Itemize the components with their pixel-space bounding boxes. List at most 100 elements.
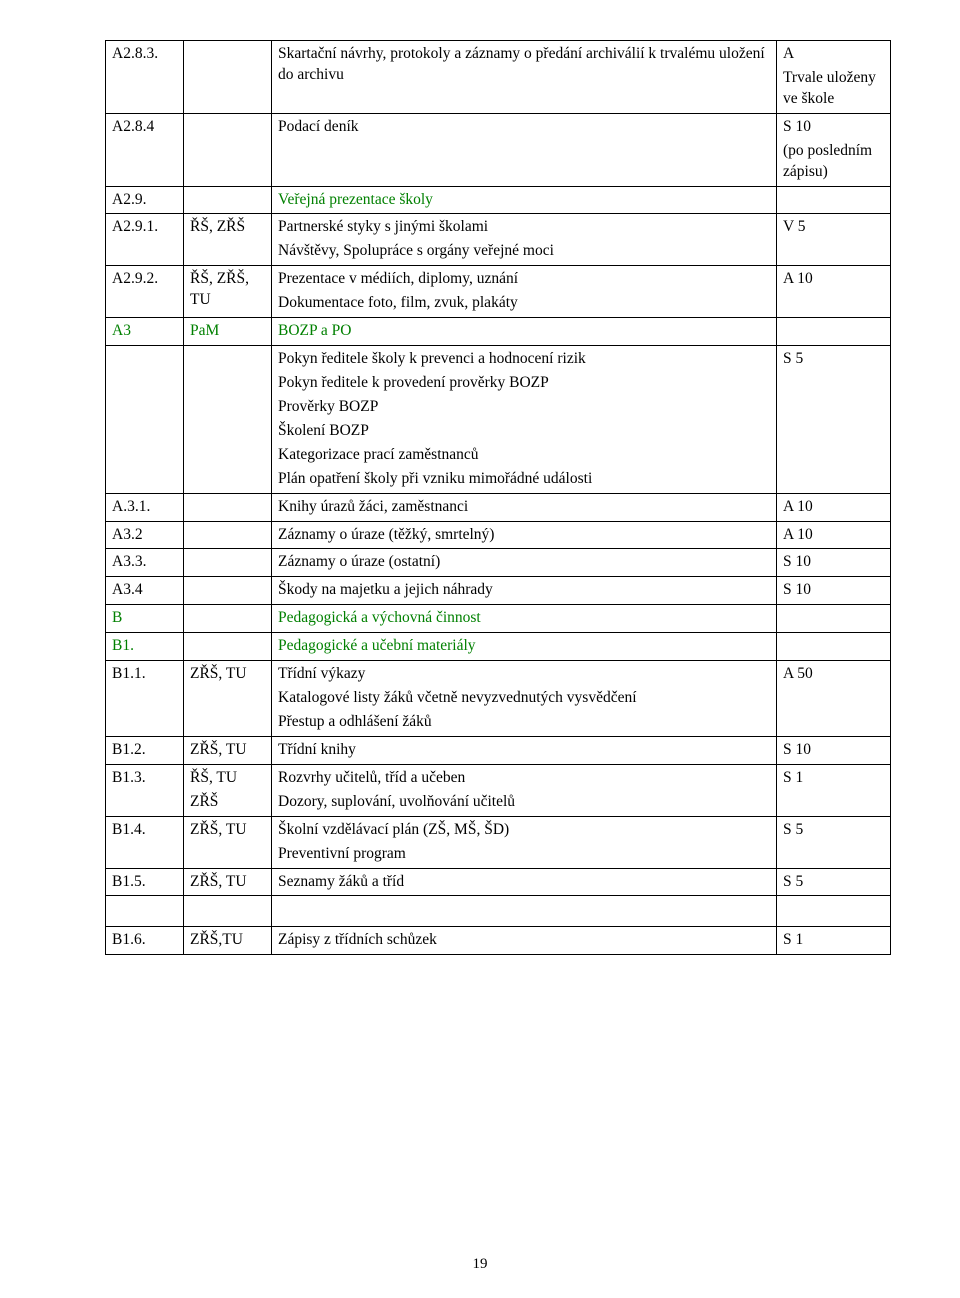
table-cell: B1.1. — [106, 661, 184, 737]
table-cell — [106, 346, 184, 494]
table-cell: A 10 — [777, 493, 891, 521]
cell-line: Podací deník — [278, 117, 770, 138]
table-cell: Pedagogická a výchovná činnost — [272, 605, 777, 633]
table-cell: A3.3. — [106, 549, 184, 577]
table-row: A2.9.2.ŘŠ, ZŘŠ, TUPrezentace v médiích, … — [106, 266, 891, 318]
cell-line: Prezentace v médiích, diplomy, uznání — [278, 269, 770, 290]
table-cell: A3 — [106, 318, 184, 346]
cell-line: S 1 — [783, 768, 884, 789]
cell-line: Zápisy z třídních schůzek — [278, 930, 770, 951]
table-cell: S 5 — [777, 816, 891, 868]
table-cell — [184, 41, 272, 114]
table-cell: Rozvrhy učitelů, tříd a učebenDozory, su… — [272, 764, 777, 816]
cell-line: Třídní knihy — [278, 740, 770, 761]
table-cell: Pokyn ředitele školy k prevenci a hodnoc… — [272, 346, 777, 494]
table-cell: Záznamy o úraze (těžký, smrtelný) — [272, 521, 777, 549]
cell-line: Pokyn ředitele školy k prevenci a hodnoc… — [278, 349, 770, 370]
table-cell: A3.2 — [106, 521, 184, 549]
cell-line: Kategorizace prací zaměstnanců — [278, 445, 770, 466]
table-cell — [184, 346, 272, 494]
cell-line: S 5 — [783, 349, 884, 370]
gap-cell — [184, 896, 272, 927]
table-cell: ŘŠ, ZŘŠ, TU — [184, 266, 272, 318]
table-row: B1.6.ZŘŠ,TUZápisy z třídních schůzekS 1 — [106, 927, 891, 955]
table-row: A2.8.3. Skartační návrhy, protokoly a záz… — [106, 41, 891, 114]
table-cell: A2.9. — [106, 186, 184, 214]
table-cell — [184, 521, 272, 549]
table-cell: B1.2. — [106, 736, 184, 764]
cell-line: Skartační návrhy, protokoly a záznamy o … — [278, 44, 770, 86]
table-row: A3.2 Záznamy o úraze (těžký, smrtelný) A 1… — [106, 521, 891, 549]
table-cell: B1. — [106, 633, 184, 661]
cell-line: Preventivní program — [278, 844, 770, 865]
table-cell — [184, 113, 272, 186]
table-cell: S 10 — [777, 736, 891, 764]
cell-line: ŘŠ, TU — [190, 768, 265, 789]
table-cell: ŘŠ, TU ZŘŠ — [184, 764, 272, 816]
table-cell: A2.8.3. — [106, 41, 184, 114]
table-cell: S 10 — [777, 549, 891, 577]
table-cell: B — [106, 605, 184, 633]
table-cell: ŘŠ, ZŘŠ — [184, 214, 272, 266]
cell-line: BOZP a PO — [278, 321, 770, 342]
table-cell: Zápisy z třídních schůzek — [272, 927, 777, 955]
cell-line: A — [783, 44, 884, 65]
cell-line: Pedagogická a výchovná činnost — [278, 608, 770, 629]
table-cell: Knihy úrazů žáci, zaměstnanci — [272, 493, 777, 521]
table-cell: A2.8.4 — [106, 113, 184, 186]
table-cell — [777, 605, 891, 633]
table-cell: S 1 — [777, 927, 891, 955]
table-row: A2.8.4 Podací deník S 10(po posledním zápi… — [106, 113, 891, 186]
cell-line: Škody na majetku a jejich náhrady — [278, 580, 770, 601]
cell-line: Knihy úrazů žáci, zaměstnanci — [278, 497, 770, 518]
table-cell: Seznamy žáků a tříd — [272, 868, 777, 896]
table-cell: Pedagogické a učební materiály — [272, 633, 777, 661]
table-cell — [184, 577, 272, 605]
table-row: Pokyn ředitele školy k prevenci a hodnoc… — [106, 346, 891, 494]
cell-line: A 10 — [783, 525, 884, 546]
table-cell: ZŘŠ, TU — [184, 661, 272, 737]
page-number: 19 — [0, 1256, 960, 1273]
cell-line: Pokyn ředitele k provedení prověrky BOZP — [278, 373, 770, 394]
cell-line: Návštěvy, Spolupráce s orgány veřejné mo… — [278, 241, 770, 262]
cell-line: S 10 — [783, 580, 884, 601]
cell-line: Školení BOZP — [278, 421, 770, 442]
table-cell: B1.5. — [106, 868, 184, 896]
table-row: A.3.1.Knihy úrazů žáci, zaměstnanciA 10 — [106, 493, 891, 521]
gap-cell — [272, 896, 777, 927]
table-cell: ZŘŠ, TU — [184, 868, 272, 896]
table-cell: A3.4 — [106, 577, 184, 605]
cell-line: Trvale ulo­ženy ve škole — [783, 68, 884, 110]
cell-line: Rozvrhy učitelů, tříd a učeben — [278, 768, 770, 789]
cell-line: Třídní výkazy — [278, 664, 770, 685]
table-cell — [184, 605, 272, 633]
table-cell: S 10(po posledním zápisu) — [777, 113, 891, 186]
table-cell: S 5 — [777, 346, 891, 494]
cell-line: Partnerské styky s jinými školami — [278, 217, 770, 238]
cell-line: ZŘŠ — [190, 792, 265, 813]
table-cell: Záznamy o úraze (ostatní) — [272, 549, 777, 577]
cell-line: Veřejná prezentace školy — [278, 190, 770, 211]
table-cell: Prezentace v médiích, diplomy, uznáníDok… — [272, 266, 777, 318]
cell-line: S 10 — [783, 117, 884, 138]
table-cell: B1.6. — [106, 927, 184, 955]
table-cell: A2.9.2. — [106, 266, 184, 318]
cell-line: Záznamy o úraze (ostatní) — [278, 552, 770, 573]
table-cell: ZŘŠ, TU — [184, 736, 272, 764]
table-row: B1.5.ZŘŠ, TUSeznamy žáků a třídS 5 — [106, 868, 891, 896]
gap-cell — [106, 896, 184, 927]
table-cell: S 10 — [777, 577, 891, 605]
cell-line: V 5 — [783, 217, 884, 238]
table-cell: A Trvale ulo­ženy ve škole — [777, 41, 891, 114]
table-cell — [777, 186, 891, 214]
cell-line: Pedagogické a učební materiály — [278, 636, 770, 657]
table-cell: A2.9.1. — [106, 214, 184, 266]
table-cell: Školní vzdělávací plán (ZŠ, MŠ, ŠD)Preve… — [272, 816, 777, 868]
gap-cell — [777, 896, 891, 927]
table-cell — [184, 186, 272, 214]
table-cell: BOZP a PO — [272, 318, 777, 346]
table-cell: PaM — [184, 318, 272, 346]
cell-line: S 10 — [783, 552, 884, 573]
cell-line: S 5 — [783, 820, 884, 841]
cell-line: A 10 — [783, 497, 884, 518]
